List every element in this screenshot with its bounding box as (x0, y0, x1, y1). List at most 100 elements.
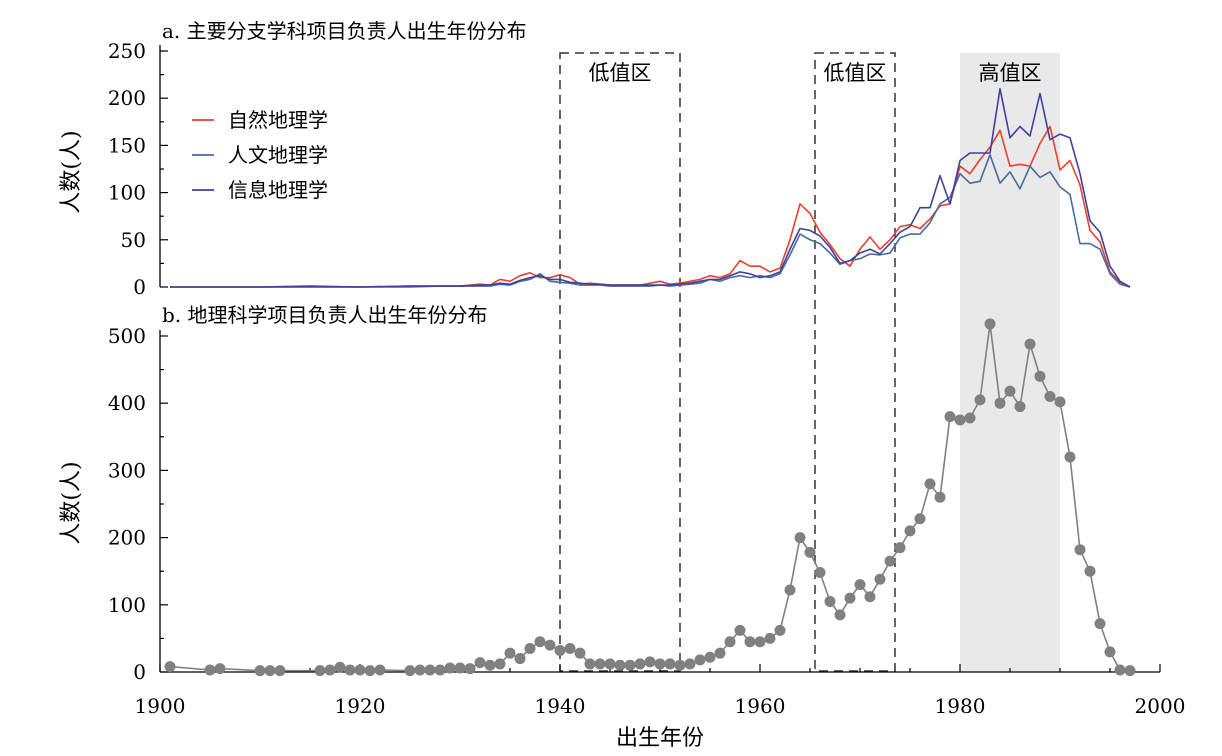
chart-b-data-point (964, 412, 976, 424)
chart-b-data-point (934, 491, 946, 503)
chart-b-data-point (924, 478, 936, 490)
chart-b-data-point (1124, 665, 1136, 677)
chart-a-y-tick-label: 250 (108, 39, 146, 63)
chart-b-data-point (544, 639, 556, 651)
chart-b-data-point (944, 411, 956, 423)
chart-b-y-tick-label: 100 (108, 593, 146, 617)
chart-b-title: b. 地理科学项目负责人出生年份分布 (162, 303, 488, 327)
chart-b-data-point (824, 595, 836, 607)
x-tick-label: 1900 (135, 694, 186, 718)
chart-a-y-axis-title: 人数(人) (59, 130, 84, 213)
chart-b-data-point (484, 659, 496, 671)
series-line-1 (170, 125, 1131, 288)
chart-b-data-point (1084, 565, 1096, 577)
chart-b-data-point (1054, 396, 1066, 408)
regions-layer: 低值区 低值区 高值区 (559, 52, 1060, 672)
chart-b-data-point (364, 665, 376, 677)
chart-b-data-point (814, 567, 826, 579)
chart-b-y-tick-label: 300 (108, 458, 146, 482)
chart-b-data-point (624, 659, 636, 671)
chart-b-data-point (1094, 618, 1106, 630)
legend-label-1: 自然地理学 (228, 108, 328, 132)
chart-b-data-point (424, 664, 436, 676)
region-label: 高值区 (979, 61, 1042, 85)
chart-a-y-tick-label: 50 (121, 228, 146, 252)
chart-b-data-point (604, 658, 616, 670)
chart-b-data-point (894, 542, 906, 554)
chart-b-data-point (454, 662, 466, 674)
chart-b-data-point (804, 546, 816, 558)
chart-b-data-point (534, 636, 546, 648)
chart-b-data-point (334, 661, 346, 673)
chart-b-data-point (714, 647, 726, 659)
legend-label-3: 信息地理学 (228, 178, 328, 202)
chart-b-data-point (954, 414, 966, 426)
x-tick-label: 2000 (1135, 694, 1186, 718)
chart-b-data-point (574, 647, 586, 659)
chart-b-data-point (464, 663, 476, 675)
chart-b-y-tick-label: 0 (133, 660, 146, 684)
chart-b-data-point (984, 318, 996, 330)
chart-b-data-point (644, 656, 656, 668)
chart-b-data-point (264, 665, 276, 677)
chart-b-data-point (564, 642, 576, 654)
chart-b-data-point (774, 624, 786, 636)
chart-b-data-point (1074, 544, 1086, 556)
legend-label-2: 人文地理学 (228, 143, 328, 167)
chart-b-data-point (324, 664, 336, 676)
chart-b-data-point (594, 658, 606, 670)
chart-b-data-point (694, 654, 706, 666)
chart-b-data-point (864, 591, 876, 603)
chart-b-data-point (764, 632, 776, 644)
chart-b-data-point (414, 664, 426, 676)
x-tick-label: 1980 (935, 694, 986, 718)
chart-b-data-point (724, 636, 736, 648)
chart-b-data-point (214, 663, 226, 675)
chart-b-y-tick-label: 200 (108, 526, 146, 550)
chart-b-data-point (374, 664, 386, 676)
chart-b-data-point (494, 658, 506, 670)
chart-b-data-point (164, 661, 176, 673)
axes-layer: 0 50 100 150 200 250 0 100 200 300 400 500 1900 1920 1… (108, 39, 1186, 718)
chart-b-data-point (514, 653, 526, 665)
chart-b-data-point (844, 592, 856, 604)
x-tick-label: 1920 (335, 694, 386, 718)
chart-a-title: a. 主要分支学科项目负责人出生年份分布 (162, 19, 527, 43)
chart-b-data-point (794, 532, 806, 544)
x-axis-title: 出生年份 (616, 726, 704, 751)
chart-b-data-point (314, 665, 326, 677)
chart-b-data-point (914, 513, 926, 525)
chart-b-data-point (754, 636, 766, 648)
chart-b-data-point (1114, 664, 1126, 676)
series-layer (164, 88, 1136, 677)
chart-a-y-tick-label: 100 (108, 181, 146, 205)
chart-b-data-point (584, 658, 596, 670)
region-label: 低值区 (824, 61, 887, 85)
chart-b-data-point (974, 394, 986, 406)
chart-b-data-point (1064, 451, 1076, 463)
chart-b-data-point (254, 665, 266, 677)
chart-b-data-point (744, 636, 756, 648)
chart-b-data-point (904, 525, 916, 537)
chart-b-data-point (654, 658, 666, 670)
chart-b-data-point (504, 647, 516, 659)
chart-b-data-point (1004, 385, 1016, 397)
chart-b-data-point (474, 657, 486, 669)
region-label: 低值区 (589, 61, 652, 85)
chart-b-data-point (354, 664, 366, 676)
chart-b-data-point (634, 658, 646, 670)
chart-b-data-point (1014, 401, 1026, 413)
chart-b-data-point (834, 609, 846, 621)
series-line-3 (170, 88, 1131, 288)
chart-b-data-point (404, 665, 416, 677)
chart-b-y-tick-label: 400 (108, 391, 146, 415)
chart-b-data-point (704, 651, 716, 663)
chart-b-data-point (884, 555, 896, 567)
chart-b-data-point (554, 644, 566, 656)
x-tick-label: 1960 (735, 694, 786, 718)
chart-b-data-point (1034, 370, 1046, 382)
chart-b-data-point (994, 397, 1006, 409)
chart-b-data-point (274, 665, 286, 677)
chart-b-data-point (664, 658, 676, 670)
